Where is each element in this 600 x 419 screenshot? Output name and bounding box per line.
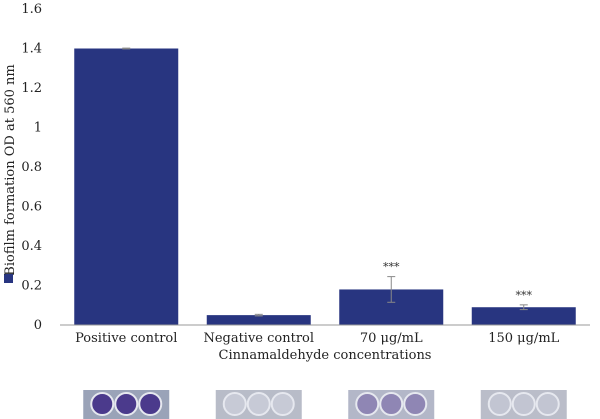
- y-tick-label: 1: [34, 121, 42, 136]
- legend-swatch: [4, 274, 13, 283]
- significance-label: ***: [383, 261, 400, 274]
- significance-labels: *** ***: [383, 261, 533, 302]
- x-axis-category-labels: Positive control Negative control 70 μg/mL…: [75, 331, 560, 346]
- y-tick-label: 1.2: [21, 81, 42, 96]
- x-tick-label: 150 μg/mL: [488, 331, 559, 346]
- well-image: [348, 390, 435, 419]
- error-bar: [387, 276, 396, 303]
- well-image: [480, 390, 567, 419]
- x-axis-title: Cinnamaldehyde concentrations: [219, 348, 432, 363]
- error-bars: [122, 47, 528, 317]
- y-axis-title: Biofilm formation OD at 560 nm: [3, 64, 18, 275]
- x-tick-label: 70 μg/mL: [360, 331, 423, 346]
- y-tick-label: 0.8: [21, 160, 42, 175]
- bar: [74, 48, 179, 325]
- well-image: [215, 390, 302, 419]
- error-bar: [519, 304, 528, 311]
- bars: [74, 48, 576, 325]
- bar: [206, 315, 311, 325]
- y-tick-label: 1.6: [21, 2, 42, 17]
- y-axis-ticks: 0 0.2 0.4 0.6 0.8 1 1.2 1.4 1.6: [21, 2, 42, 333]
- bar: [471, 307, 576, 325]
- y-tick-label: 0.2: [21, 279, 42, 294]
- x-tick-label: Negative control: [203, 331, 314, 346]
- well-image: [83, 390, 170, 419]
- x-tick-label: Positive control: [75, 331, 177, 346]
- error-bar: [254, 313, 263, 317]
- y-tick-label: 0.4: [21, 239, 42, 254]
- error-bar: [122, 47, 131, 50]
- well-images: [83, 390, 567, 419]
- y-tick-label: 0.6: [21, 200, 42, 215]
- y-tick-label: 0: [34, 318, 42, 333]
- significance-label: ***: [516, 289, 533, 302]
- y-tick-label: 1.4: [21, 42, 42, 57]
